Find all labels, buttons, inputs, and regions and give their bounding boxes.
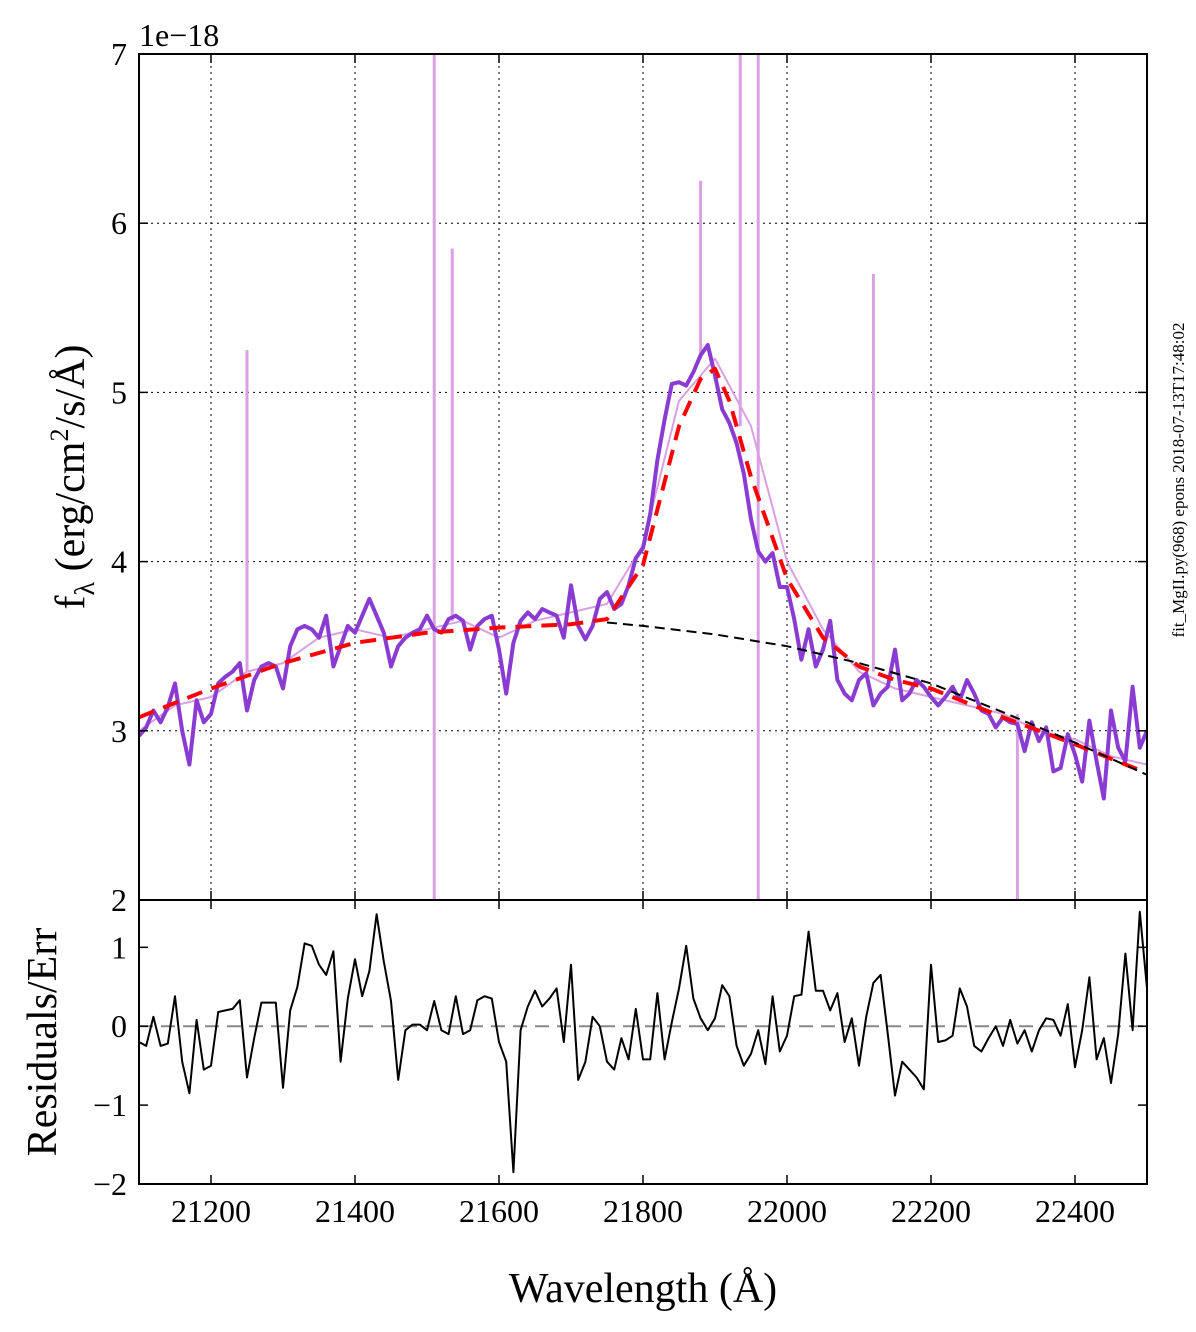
offset-text: 1e−18 (139, 17, 219, 53)
top-ticks: 2 3 4 5 6 7 (111, 36, 1147, 918)
ylabel-sub: λ (70, 581, 101, 595)
top-ytick-label-3: 5 (111, 374, 127, 410)
ylabel-pre: (erg/cm (48, 441, 94, 582)
bottom-ytick-label-0: −2 (93, 1166, 127, 1202)
bottom-panel: 21200 21400 21600 21800 22000 22200 22400 −2 −1 0… (20, 899, 1148, 1312)
bottom-y-axis-label: Residuals/Err (20, 928, 66, 1157)
bottom-ytick-label-2: 0 (111, 1008, 127, 1044)
top-ytick-label-1: 3 (111, 713, 127, 749)
bottom-series-0 (139, 910, 1147, 1174)
top-series-1 (139, 343, 1147, 801)
ylabel-sup: 2 (45, 429, 74, 442)
ylabel-f: f (48, 595, 94, 609)
bottom-ticks: 21200 21400 21600 21800 22000 22200 22400 −2 −1 0… (93, 900, 1147, 1229)
top-ytick-label-0: 2 (111, 882, 127, 918)
bottom-frame (138, 899, 1148, 1185)
bottom-xtick-label-1: 21400 (315, 1193, 395, 1229)
x-axis-label: Wavelength (Å) (509, 1266, 777, 1312)
top-ytick-label-5: 7 (111, 36, 127, 72)
bottom-ytick-label-3: 1 (111, 929, 127, 965)
top-grid (139, 53, 1147, 901)
ylabel-post: /s/Å) (48, 345, 94, 429)
bottom-xtick-label-5: 22200 (891, 1193, 971, 1229)
top-series (139, 54, 1147, 900)
top-ytick-label-4: 6 (111, 205, 127, 241)
top-ytick-label-2: 4 (111, 544, 127, 580)
bottom-series (139, 910, 1147, 1174)
top-series-2 (139, 366, 1147, 775)
bottom-xtick-label-4: 22000 (747, 1193, 827, 1229)
top-y-axis-label: fλ (erg/cm2/s/Å) (45, 345, 101, 610)
bottom-xtick-label-2: 21600 (459, 1193, 539, 1229)
bottom-xtick-label-3: 21800 (603, 1193, 683, 1229)
bottom-xtick-label-0: 21200 (171, 1193, 251, 1229)
bottom-xtick-label-6: 22400 (1035, 1193, 1115, 1229)
bottom-ytick-label-1: −1 (93, 1087, 127, 1123)
side-label: fit_MgII.py(968) epons 2018-07-13T17:48:… (1169, 323, 1188, 638)
